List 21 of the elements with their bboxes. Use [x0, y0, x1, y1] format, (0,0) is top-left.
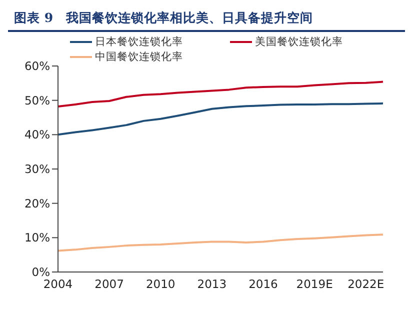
x-tick-label: 2022E: [348, 277, 384, 292]
y-tick-label: 60%: [24, 59, 50, 74]
y-tick-label: 0%: [32, 265, 50, 280]
x-tick-label: 2010: [146, 277, 176, 292]
line-series: [57, 234, 384, 252]
y-tick-label: 10%: [24, 230, 50, 245]
x-tick-label: 2019E: [296, 277, 333, 292]
y-tick-label: 50%: [24, 93, 50, 108]
legend-label: 中国餐饮连锁化率: [95, 50, 183, 64]
line-series: [57, 80, 384, 108]
line-series: [57, 102, 384, 136]
legend-label: 日本餐饮连锁化率: [95, 35, 183, 49]
x-tick-label: 2013: [197, 277, 227, 292]
y-tick-label: 20%: [24, 196, 50, 210]
legend-label: 美国餐饮连锁化率: [255, 35, 343, 49]
x-tick-label: 2016: [248, 277, 278, 292]
x-tick-label: 2007: [94, 277, 124, 292]
y-tick-label: 30%: [24, 162, 50, 176]
x-tick-label: 2004: [43, 277, 73, 292]
chart-title: 图表 9 我国餐饮连锁化率相比美、日具备提升空间: [8, 8, 405, 32]
y-tick-label: 40%: [24, 128, 50, 142]
